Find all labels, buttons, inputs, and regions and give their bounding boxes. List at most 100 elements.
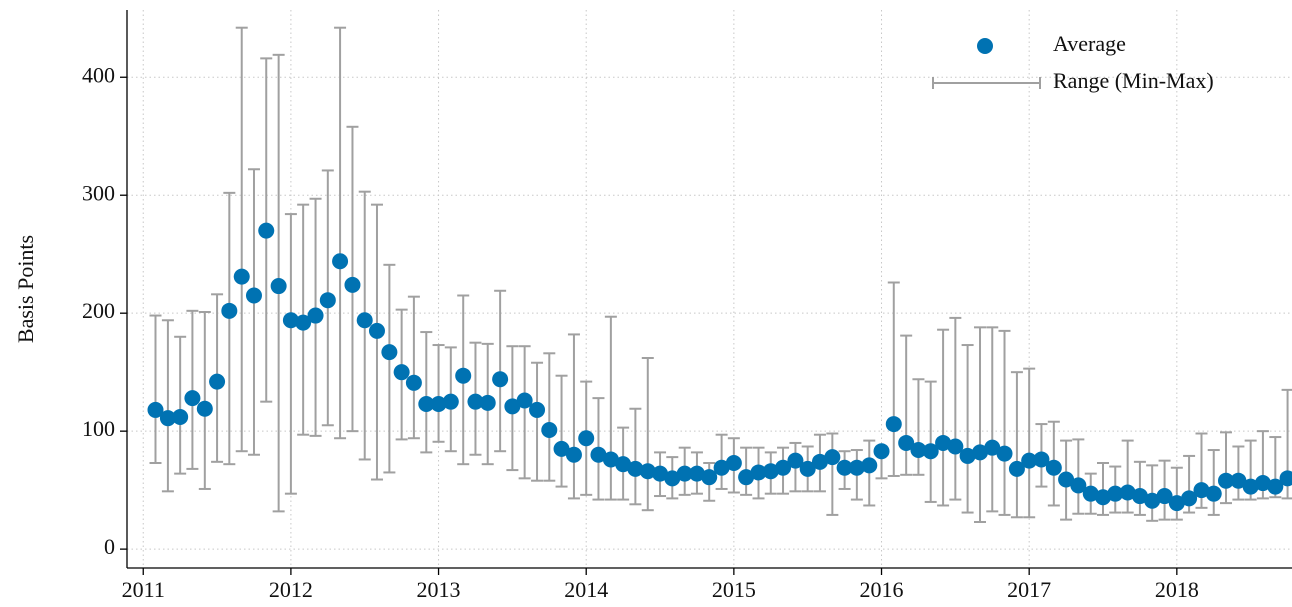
point (885, 416, 902, 433)
x-tick-label: 2015 (712, 577, 756, 602)
y-axis-label: Basis Points (13, 235, 38, 343)
x-tick-label: 2014 (564, 577, 608, 602)
point (972, 444, 989, 461)
point (725, 455, 742, 472)
point (935, 434, 952, 451)
point (1008, 460, 1025, 477)
point (172, 408, 189, 425)
point (1021, 452, 1038, 469)
point (307, 307, 324, 324)
point (824, 449, 841, 466)
point (159, 410, 176, 427)
point (393, 364, 410, 381)
point (184, 390, 201, 407)
legend-marker (977, 38, 993, 54)
point (1070, 477, 1087, 494)
x-tick-label: 2018 (1155, 577, 1199, 602)
point (713, 459, 730, 476)
point (516, 392, 533, 409)
point (1144, 492, 1161, 509)
point (467, 393, 484, 410)
point (762, 463, 779, 480)
point (196, 400, 213, 417)
point (270, 278, 287, 295)
point (1095, 489, 1112, 506)
point (418, 396, 435, 413)
point (1058, 471, 1075, 488)
y-tick-label: 200 (82, 298, 115, 323)
point (1107, 485, 1124, 502)
point (922, 443, 939, 460)
point (332, 253, 349, 270)
point (787, 452, 804, 469)
legend-label: Range (Min-Max) (1053, 68, 1214, 93)
point (258, 222, 275, 239)
point (368, 322, 385, 339)
point (147, 401, 164, 418)
point (1045, 459, 1062, 476)
point (590, 446, 607, 463)
point (442, 393, 459, 410)
point (1156, 488, 1173, 505)
point (1242, 478, 1259, 495)
point (209, 373, 226, 390)
point (1082, 485, 1099, 502)
legend-label: Average (1053, 31, 1126, 56)
point (1181, 490, 1198, 507)
point (1205, 485, 1222, 502)
point (1033, 451, 1050, 468)
x-tick-label: 2016 (860, 577, 904, 602)
point (245, 287, 262, 304)
point (381, 344, 398, 361)
point (652, 465, 669, 482)
point (627, 460, 644, 477)
point (602, 451, 619, 468)
point (1267, 478, 1284, 495)
point (701, 469, 718, 486)
x-tick-label: 2011 (122, 577, 165, 602)
point (910, 442, 927, 459)
point (775, 459, 792, 476)
point (615, 456, 632, 473)
point (811, 453, 828, 470)
point (861, 457, 878, 474)
point (541, 421, 558, 438)
point (836, 459, 853, 476)
y-tick-label: 0 (104, 534, 115, 559)
point (504, 398, 521, 415)
point (430, 396, 447, 413)
point (1119, 484, 1136, 501)
x-tick-label: 2017 (1007, 577, 1051, 602)
point (529, 401, 546, 418)
point (688, 465, 705, 482)
y-tick-label: 400 (82, 62, 115, 87)
point (221, 302, 238, 319)
y-tick-label: 300 (82, 180, 115, 205)
point (750, 464, 767, 481)
x-tick-label: 2012 (269, 577, 313, 602)
y-tick-label: 100 (82, 416, 115, 441)
point (1254, 475, 1271, 492)
point (233, 268, 250, 285)
point (898, 434, 915, 451)
point (1131, 488, 1148, 505)
point (984, 439, 1001, 456)
point (356, 312, 373, 329)
x-tick-label: 2013 (417, 577, 461, 602)
point (295, 314, 312, 331)
point (996, 445, 1013, 462)
point (492, 371, 509, 388)
point (676, 465, 693, 482)
point (1168, 495, 1185, 512)
point (664, 470, 681, 487)
point (1230, 472, 1247, 489)
point (344, 276, 361, 293)
point (578, 430, 595, 447)
point (479, 394, 496, 411)
point (455, 367, 472, 384)
point (319, 292, 336, 309)
point (405, 374, 422, 391)
point (959, 447, 976, 464)
point (565, 446, 582, 463)
